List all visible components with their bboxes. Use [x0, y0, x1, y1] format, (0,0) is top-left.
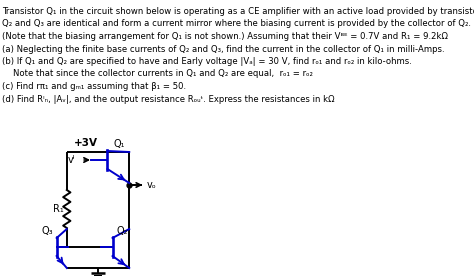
- Text: +3V: +3V: [74, 138, 98, 148]
- Text: Q₂ and Q₃ are identical and form a current mirror where the biasing current is p: Q₂ and Q₃ are identical and form a curre…: [2, 20, 471, 28]
- Text: Q₃: Q₃: [41, 226, 53, 236]
- Text: Q₁: Q₁: [113, 139, 125, 149]
- Text: (Note that the biasing arrangement for Q₁ is not shown.) Assuming that their Vᴮᴱ: (Note that the biasing arrangement for Q…: [2, 32, 448, 41]
- Text: (c) Find rπ₁ and gₘ₁ assuming that β₁ = 50.: (c) Find rπ₁ and gₘ₁ assuming that β₁ = …: [2, 82, 186, 91]
- Text: Transistor Q₁ in the circuit shown below is operating as a CE amplifier with an : Transistor Q₁ in the circuit shown below…: [2, 7, 474, 16]
- Text: vᴵ: vᴵ: [67, 155, 75, 165]
- Text: vₒ: vₒ: [146, 180, 156, 190]
- Text: (b) If Q₁ and Q₂ are specified to have and Early voltage |Vₐ| = 30 V, find rₒ₁ a: (b) If Q₁ and Q₂ are specified to have a…: [2, 57, 412, 66]
- Text: (a) Neglecting the finite base currents of Q₂ and Q₃, find the current in the co: (a) Neglecting the finite base currents …: [2, 44, 445, 54]
- Text: Note that since the collector currents in Q₁ and Q₂ are equal,  rₒ₁ = rₒ₂: Note that since the collector currents i…: [2, 70, 313, 78]
- Text: R₁: R₁: [54, 204, 64, 214]
- Text: Q₂: Q₂: [116, 226, 128, 236]
- Text: (d) Find Rᴵₙ, |Aᵥ|, and the output resistance Rₒᵤᵗ. Express the resistances in k: (d) Find Rᴵₙ, |Aᵥ|, and the output resis…: [2, 94, 335, 104]
